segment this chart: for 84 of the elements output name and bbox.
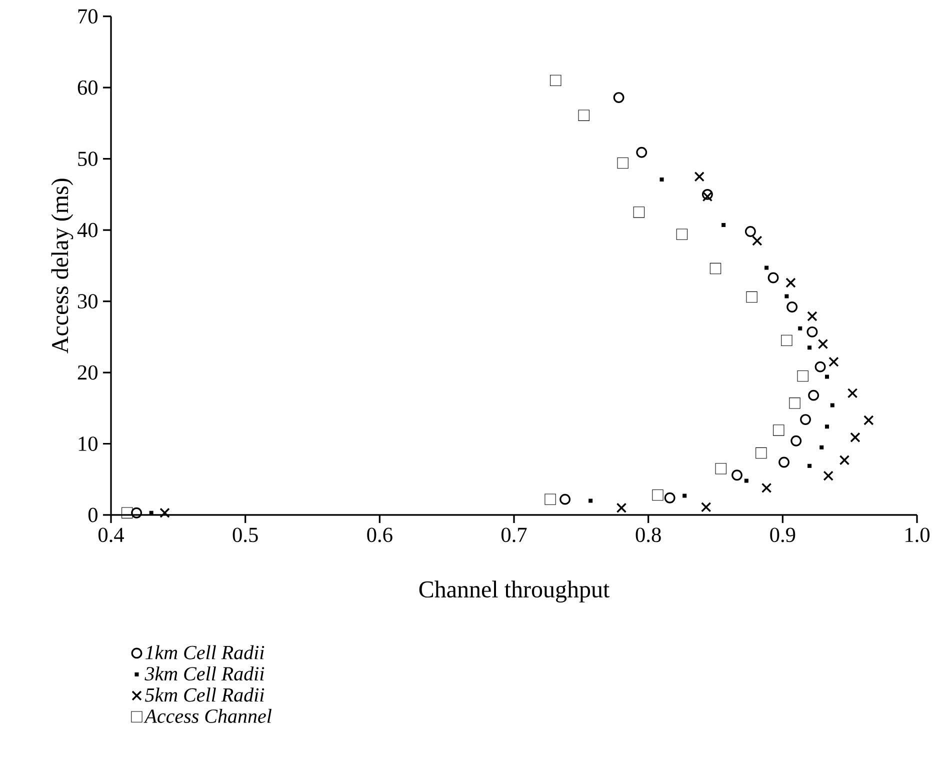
- point: [702, 188, 713, 200]
- point: [722, 223, 726, 228]
- y-axis-title: Access delay (ms): [51, 178, 74, 354]
- x-axis-title: Channel throughput: [419, 580, 610, 603]
- point: [752, 236, 762, 246]
- legend-label: 1km Cell Radii: [145, 645, 264, 660]
- point: [807, 311, 818, 322]
- point: [828, 356, 839, 367]
- point: [682, 494, 687, 498]
- point: [664, 492, 676, 504]
- point: [824, 374, 829, 379]
- x-tick-label: 0.4: [98, 528, 124, 542]
- point: [715, 463, 726, 474]
- point: [617, 157, 628, 169]
- point: [131, 507, 142, 518]
- point: [864, 415, 874, 426]
- point: [786, 302, 798, 312]
- x-tick-label: 0.8: [636, 528, 661, 542]
- y-tick-label: 30: [78, 294, 98, 308]
- point: [830, 403, 834, 408]
- point: [676, 228, 688, 240]
- point: [808, 464, 812, 468]
- point: [560, 494, 571, 505]
- point: [786, 278, 796, 288]
- point: [839, 455, 850, 466]
- point: [756, 447, 767, 459]
- point: [824, 424, 829, 429]
- point: [798, 326, 802, 330]
- point: [778, 456, 790, 468]
- y-tick-label: 40: [77, 222, 98, 238]
- point: [636, 146, 648, 158]
- point: [806, 326, 818, 338]
- point: [700, 502, 712, 512]
- point: [702, 191, 713, 202]
- point: [694, 172, 704, 182]
- point: [652, 489, 664, 501]
- point: [790, 435, 802, 446]
- point: [789, 398, 800, 409]
- point: [544, 494, 556, 505]
- point: [160, 508, 170, 518]
- point: [818, 338, 828, 350]
- x-tick-label: 0.9: [770, 528, 796, 542]
- point: [764, 266, 769, 270]
- y-tick-label: 50: [78, 152, 98, 166]
- point: [808, 390, 820, 401]
- legend-label: 5km Cell Radii: [145, 688, 264, 702]
- point: [710, 262, 722, 274]
- x-tick-label: 0.5: [232, 528, 258, 542]
- point: [814, 361, 826, 372]
- x-tick-label: 0.7: [501, 528, 527, 542]
- point: [660, 177, 664, 182]
- point: [797, 370, 808, 382]
- point: [847, 388, 858, 398]
- y-tick-label: 20: [78, 365, 98, 380]
- point: [746, 291, 758, 303]
- point: [768, 272, 779, 284]
- point: [808, 346, 812, 350]
- y-tick-label: 70: [78, 9, 98, 24]
- y-tick-label: 60: [78, 80, 98, 95]
- point: [781, 334, 792, 346]
- x-tick-label: 0.6: [367, 528, 392, 542]
- point: [744, 226, 756, 237]
- point: [613, 92, 624, 104]
- point: [122, 507, 133, 518]
- point: [149, 510, 154, 515]
- y-tick-label: 0: [88, 508, 98, 522]
- point: [850, 432, 860, 442]
- point: [633, 206, 645, 218]
- point: [773, 424, 784, 436]
- point: [550, 74, 562, 86]
- x-tick-label: 1.0: [906, 528, 930, 542]
- point: [823, 470, 834, 481]
- legend-label: Access Channel: [144, 708, 272, 723]
- point: [784, 294, 789, 298]
- y-tick-label: 10: [78, 436, 98, 451]
- point: [820, 445, 824, 450]
- point: [800, 414, 811, 425]
- point: [588, 498, 593, 503]
- point: [616, 502, 627, 513]
- point: [578, 110, 590, 121]
- legend-label: 3km Cell Radii: [144, 666, 264, 681]
- point: [761, 482, 772, 494]
- point: [744, 478, 748, 483]
- point: [732, 470, 742, 481]
